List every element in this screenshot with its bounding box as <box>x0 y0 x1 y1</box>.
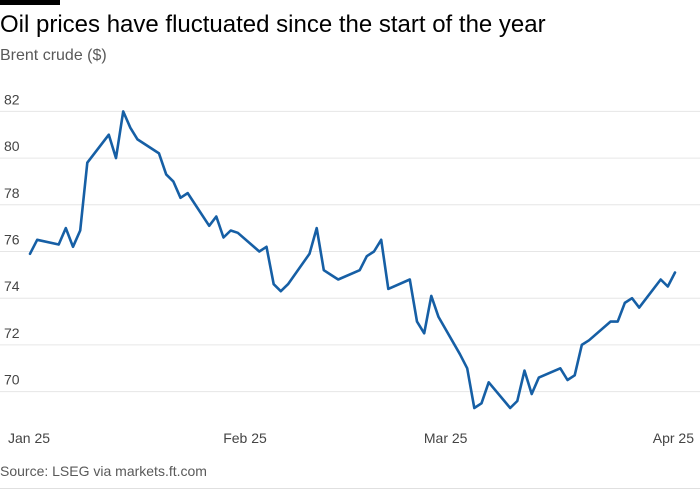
y-tick-labels: 70 72 74 76 78 80 82 <box>4 91 20 387</box>
x-tick-label: Apr 25 <box>653 430 694 446</box>
accent-bar <box>0 0 60 5</box>
y-tick-label: 70 <box>4 372 20 388</box>
y-tick-label: 78 <box>4 185 20 201</box>
y-tick-label: 72 <box>4 325 20 341</box>
x-tick-labels: Jan 25 Feb 25 Mar 25 Apr 25 <box>8 430 694 446</box>
chart-subtitle: Brent crude ($) <box>0 47 107 64</box>
x-tick-label: Mar 25 <box>424 430 468 446</box>
chart-title: Oil prices have fluctuated since the sta… <box>0 11 546 38</box>
y-tick-label: 74 <box>4 278 20 294</box>
x-tick-label: Feb 25 <box>223 430 267 446</box>
grid-lines <box>0 110 700 393</box>
y-tick-label: 80 <box>4 138 20 154</box>
source-note: Source: LSEG via markets.ft.com <box>0 463 207 479</box>
y-tick-label: 76 <box>4 232 20 248</box>
y-tick-label: 82 <box>4 91 20 107</box>
series-layer <box>28 110 677 410</box>
series-line-brent-crude <box>28 110 677 410</box>
x-tick-label: Jan 25 <box>8 430 50 446</box>
footer-divider <box>0 488 700 489</box>
